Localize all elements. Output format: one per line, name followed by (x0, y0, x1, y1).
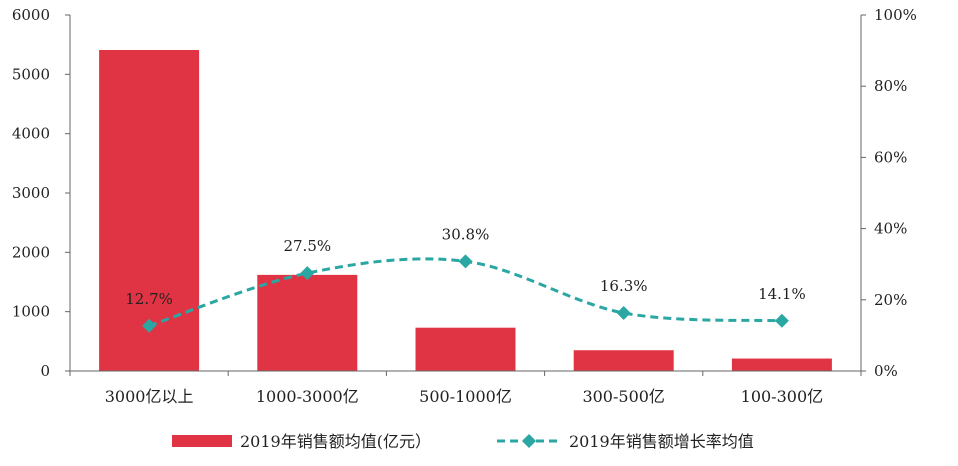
bar (99, 50, 200, 372)
line-point (458, 254, 473, 269)
x-tick-label: 1000-3000亿 (256, 387, 359, 406)
y-left-tick-label: 3000 (12, 184, 50, 202)
bar (257, 274, 358, 371)
line-point (774, 313, 789, 328)
line-point (300, 266, 315, 281)
x-tick-label: 100-300亿 (741, 387, 824, 406)
legend-line-label: 2019年销售额增长率均值 (569, 432, 754, 451)
line-point (142, 318, 157, 333)
line-point (616, 305, 631, 320)
y-left-tick-label: 4000 (12, 125, 50, 143)
y-right-tick-label: 20% (874, 291, 907, 309)
data-label: 27.5% (283, 237, 331, 255)
y-right-tick-label: 100% (874, 6, 917, 24)
x-tick-label: 3000亿以上 (105, 387, 194, 406)
y-right-tick-label: 40% (874, 220, 907, 238)
y-left-tick-label: 2000 (12, 243, 50, 261)
y-left-tick-label: 6000 (12, 6, 50, 24)
bar (731, 358, 832, 371)
legend-bar-label: 2019年销售额均值(亿元） (240, 432, 431, 451)
data-label: 12.7% (125, 290, 173, 308)
bar (415, 327, 516, 371)
y-right-tick-label: 60% (874, 148, 907, 166)
y-left-tick-label: 1000 (12, 303, 50, 321)
data-label: 30.8% (442, 225, 490, 243)
data-label: 16.3% (600, 277, 648, 295)
y-left-tick-label: 0 (40, 362, 50, 380)
legend-bar-swatch (172, 435, 232, 447)
x-tick-label: 500-1000亿 (419, 387, 512, 406)
y-left-tick-label: 5000 (12, 65, 50, 83)
y-right-tick-label: 0% (874, 362, 898, 380)
data-label: 14.1% (758, 285, 806, 303)
bar (573, 350, 674, 371)
y-right-tick-label: 80% (874, 77, 907, 95)
legend-line-marker (522, 434, 536, 448)
x-tick-label: 300-500亿 (582, 387, 665, 406)
growth-line (148, 257, 782, 328)
